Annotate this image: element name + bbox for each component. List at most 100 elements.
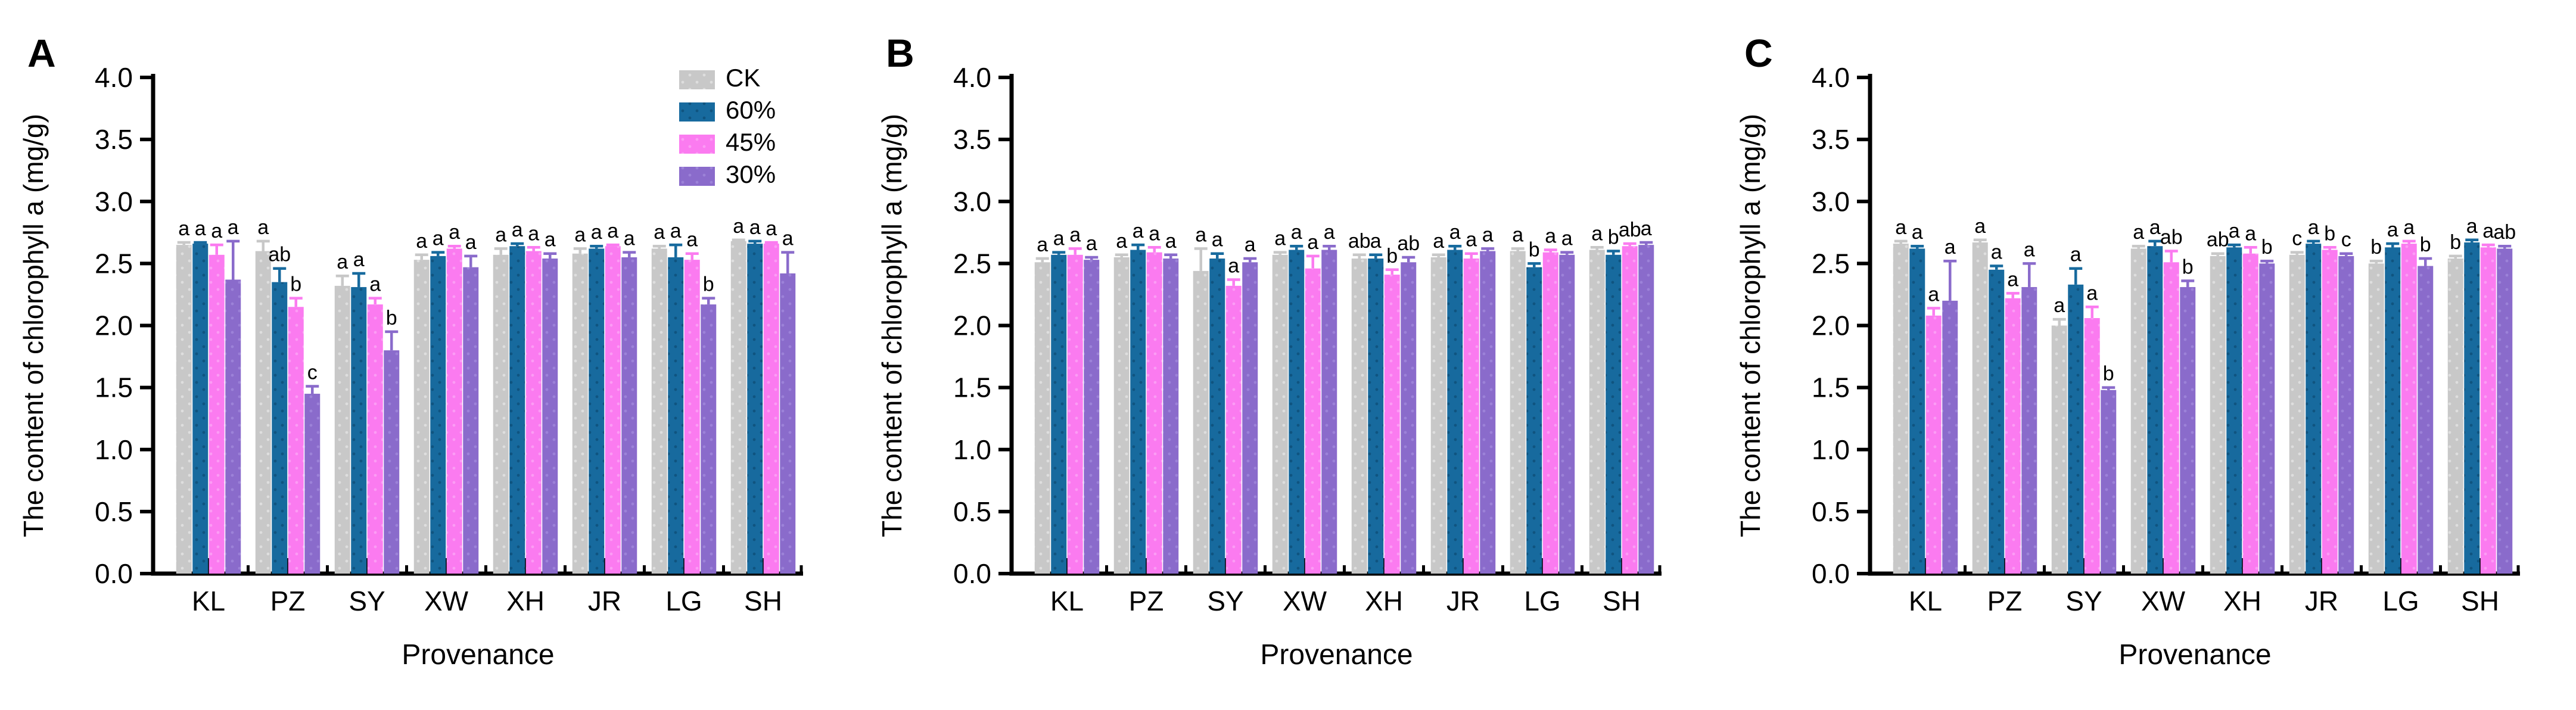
bar-LG-45% bbox=[2401, 244, 2417, 574]
bar-SY-CK bbox=[334, 285, 350, 574]
significance-letter: a bbox=[528, 222, 539, 245]
significance-letter: a bbox=[228, 216, 239, 239]
bar-JR-60% bbox=[2306, 244, 2322, 574]
bar-SH-45% bbox=[2480, 247, 2496, 574]
significance-letter: a bbox=[1165, 230, 1177, 253]
significance-letter: a bbox=[1512, 223, 1523, 246]
x-category-label: SY bbox=[349, 586, 385, 616]
significance-letter: a bbox=[624, 228, 635, 250]
y-tick-label: 2.0 bbox=[1812, 310, 1850, 341]
bar-JR-CK bbox=[572, 253, 588, 574]
bar-KL-30% bbox=[1942, 300, 1958, 574]
y-tick-label: 4.0 bbox=[1812, 62, 1850, 93]
significance-letter: a bbox=[749, 216, 761, 239]
y-tick-label: 0.0 bbox=[95, 558, 133, 589]
bar-XW-CK bbox=[413, 260, 430, 574]
bar-KL-CK bbox=[1034, 262, 1050, 574]
significance-letter: a bbox=[512, 219, 523, 241]
significance-letter: a bbox=[1069, 223, 1081, 246]
significance-letter: a bbox=[1274, 228, 1286, 250]
bar-XH-60% bbox=[1368, 259, 1384, 574]
legend-swatch-60% bbox=[679, 102, 715, 122]
y-tick-label: 1.0 bbox=[95, 434, 133, 465]
significance-letter: a bbox=[766, 217, 777, 240]
bar-XW-30% bbox=[1321, 250, 1337, 574]
panel-c: C 0.0 0.5 1.0 1.5 2.0 2.5 3.0 3.5 4.0 a a a a KL a a a a PZ… bbox=[1717, 0, 2575, 710]
bar-XH-CK bbox=[2210, 256, 2226, 574]
bar-PZ-60% bbox=[1130, 250, 1146, 574]
bar-XH-CK bbox=[493, 254, 509, 574]
y-tick-label: 3.5 bbox=[95, 124, 133, 155]
bar-SH-60% bbox=[747, 244, 763, 574]
bar-JR-45% bbox=[605, 246, 621, 574]
significance-letter: a bbox=[1433, 230, 1444, 253]
y-tick-label: 0.5 bbox=[953, 496, 991, 527]
significance-letter: a bbox=[1116, 230, 1127, 253]
significance-letter: a bbox=[495, 223, 506, 246]
bar-KL-30% bbox=[1084, 260, 1100, 574]
y-tick-label: 1.5 bbox=[95, 372, 133, 403]
significance-letter: b bbox=[2182, 256, 2194, 279]
significance-letter: a bbox=[211, 220, 222, 242]
bar-PZ-60% bbox=[1989, 269, 2005, 574]
bar-XH-45% bbox=[2242, 253, 2258, 574]
x-category-label: SY bbox=[1207, 586, 1243, 616]
significance-letter: a bbox=[416, 230, 427, 253]
bar-LG-CK bbox=[651, 248, 667, 574]
significance-letter: a bbox=[1037, 233, 1048, 256]
panel-label: C bbox=[1744, 31, 1773, 75]
significance-letter: c bbox=[2292, 228, 2302, 250]
significance-letter: a bbox=[1291, 221, 1302, 244]
bar-PZ-45% bbox=[2005, 298, 2021, 574]
bar-SH-CK bbox=[1589, 250, 1605, 574]
bar-JR-CK bbox=[1430, 257, 1446, 574]
y-tick-label: 3.5 bbox=[1812, 124, 1850, 155]
significance-letter: b bbox=[703, 273, 714, 296]
bar-PZ-30% bbox=[2021, 287, 2037, 574]
x-category-label: LG bbox=[1524, 586, 1560, 616]
chart-panel-c: C0.00.51.01.52.02.53.03.54.0a aaaKLaaaaPZ… bbox=[1735, 31, 2520, 671]
significance-letter: a bbox=[1561, 228, 1573, 250]
significance-letter: b bbox=[2450, 231, 2461, 254]
significance-letter: ab bbox=[2207, 229, 2229, 251]
significance-letter: a bbox=[369, 273, 381, 296]
y-tick-label: 1.0 bbox=[953, 434, 991, 465]
bar-XH-CK bbox=[1351, 259, 1367, 574]
significance-letter: ab bbox=[1348, 230, 1371, 253]
significance-letter: a bbox=[686, 229, 698, 251]
significance-letter: a bbox=[591, 221, 602, 244]
significance-letter: a bbox=[2086, 282, 2098, 304]
bar-PZ-CK bbox=[1113, 257, 1130, 574]
x-category-label: KL bbox=[1909, 586, 1942, 616]
significance-letter: b bbox=[386, 307, 397, 329]
significance-letter: c bbox=[2341, 229, 2351, 251]
x-category-label: XW bbox=[1283, 586, 1327, 616]
significance-letter: a bbox=[2387, 219, 2398, 241]
significance-letter: a bbox=[1212, 229, 1223, 251]
bar-LG-60% bbox=[1526, 267, 1542, 574]
y-tick-label: 3.0 bbox=[953, 186, 991, 217]
bar-KL-60% bbox=[1909, 248, 1925, 574]
significance-letter: a bbox=[607, 220, 618, 242]
y-tick-label: 0.5 bbox=[95, 496, 133, 527]
x-category-label: JR bbox=[588, 586, 621, 616]
bar-KL-45% bbox=[1067, 254, 1083, 574]
panel-label: A bbox=[27, 31, 56, 75]
x-category-label: JR bbox=[1446, 586, 1480, 616]
bar-SH-30% bbox=[2497, 248, 2513, 574]
significance-letter: a bbox=[195, 217, 206, 240]
significance-letter: a bbox=[733, 215, 744, 238]
y-axis-title: The content of chlorophyll a (mg/g) bbox=[1735, 114, 1766, 537]
bar-JR-30% bbox=[621, 257, 637, 574]
bar-JR-60% bbox=[1447, 250, 1463, 574]
significance-letter: b bbox=[2261, 236, 2273, 259]
significance-letter: b bbox=[1529, 238, 1540, 261]
legend-swatch-CK bbox=[679, 70, 715, 89]
significance-letter: a bbox=[1370, 230, 1382, 253]
significance-letter: a bbox=[1912, 221, 1923, 244]
significance-letter: a bbox=[2403, 216, 2415, 239]
significance-letter: a bbox=[257, 216, 269, 239]
significance-letter: a bbox=[1545, 225, 1556, 247]
significance-letter: a bbox=[782, 228, 794, 250]
